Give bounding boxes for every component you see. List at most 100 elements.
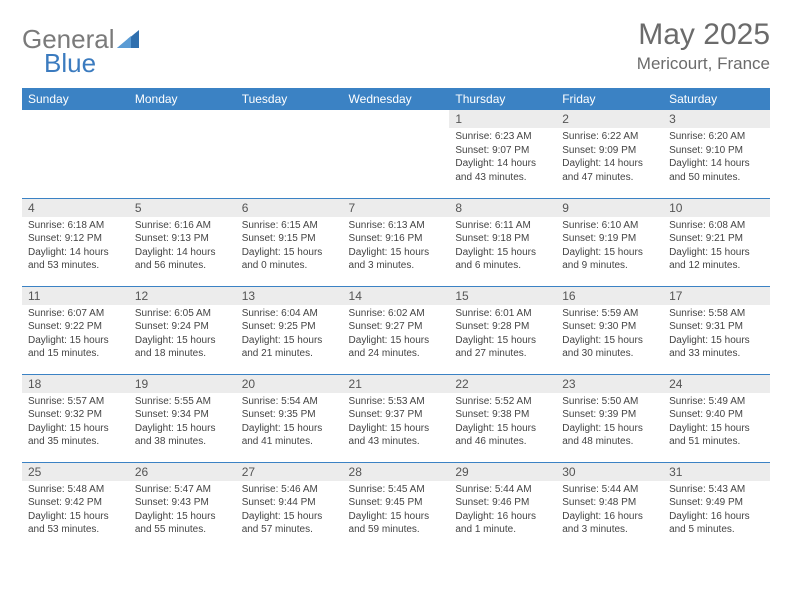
sunrise-text: Sunrise: 6:01 AM [455,307,550,321]
daylight-text: Daylight: 16 hours and 5 minutes. [669,510,764,537]
sunrise-text: Sunrise: 6:15 AM [242,219,337,233]
daylight-text: Daylight: 15 hours and 35 minutes. [28,422,123,449]
sunset-text: Sunset: 9:43 PM [135,496,230,510]
daylight-text: Daylight: 15 hours and 30 minutes. [562,334,657,361]
sunrise-text: Sunrise: 5:55 AM [135,395,230,409]
sunrise-text: Sunrise: 5:48 AM [28,483,123,497]
sunset-text: Sunset: 9:13 PM [135,232,230,246]
sunrise-text: Sunrise: 6:18 AM [28,219,123,233]
sunrise-text: Sunrise: 5:54 AM [242,395,337,409]
daylight-text: Daylight: 15 hours and 15 minutes. [28,334,123,361]
daylight-text: Daylight: 15 hours and 53 minutes. [28,510,123,537]
daylight-text: Daylight: 15 hours and 48 minutes. [562,422,657,449]
sunset-text: Sunset: 9:21 PM [669,232,764,246]
weekday-saturday: Saturday [663,88,770,110]
day-number: 24 [663,375,770,393]
day-number: 30 [556,463,663,481]
sunrise-text: Sunrise: 6:23 AM [455,130,550,144]
sunrise-text: Sunrise: 6:02 AM [349,307,444,321]
header: General May 2025 Mericourt, France [22,18,770,74]
sunset-text: Sunset: 9:12 PM [28,232,123,246]
day-number: 18 [22,375,129,393]
day-cell: 30Sunrise: 5:44 AMSunset: 9:48 PMDayligh… [556,462,663,550]
day-content: Sunrise: 5:57 AMSunset: 9:32 PMDaylight:… [22,393,129,453]
sunrise-text: Sunrise: 5:44 AM [562,483,657,497]
day-cell: 16Sunrise: 5:59 AMSunset: 9:30 PMDayligh… [556,286,663,374]
sunset-text: Sunset: 9:09 PM [562,144,657,158]
month-title: May 2025 [637,18,770,52]
day-content: Sunrise: 5:54 AMSunset: 9:35 PMDaylight:… [236,393,343,453]
day-content: Sunrise: 5:48 AMSunset: 9:42 PMDaylight:… [22,481,129,541]
weekday-thursday: Thursday [449,88,556,110]
day-number: 5 [129,199,236,217]
sunset-text: Sunset: 9:38 PM [455,408,550,422]
daylight-text: Daylight: 15 hours and 3 minutes. [349,246,444,273]
location-subtitle: Mericourt, France [637,54,770,74]
sunrise-text: Sunrise: 5:53 AM [349,395,444,409]
day-number: 8 [449,199,556,217]
day-cell: 13Sunrise: 6:04 AMSunset: 9:25 PMDayligh… [236,286,343,374]
daylight-text: Daylight: 15 hours and 59 minutes. [349,510,444,537]
day-content: Sunrise: 5:45 AMSunset: 9:45 PMDaylight:… [343,481,450,541]
sunset-text: Sunset: 9:40 PM [669,408,764,422]
sunrise-text: Sunrise: 6:10 AM [562,219,657,233]
day-number: 26 [129,463,236,481]
daylight-text: Daylight: 15 hours and 18 minutes. [135,334,230,361]
daylight-text: Daylight: 15 hours and 9 minutes. [562,246,657,273]
day-content: Sunrise: 6:08 AMSunset: 9:21 PMDaylight:… [663,217,770,277]
weekday-sunday: Sunday [22,88,129,110]
day-cell: 23Sunrise: 5:50 AMSunset: 9:39 PMDayligh… [556,374,663,462]
day-content: Sunrise: 6:20 AMSunset: 9:10 PMDaylight:… [663,128,770,188]
day-number: 19 [129,375,236,393]
sunset-text: Sunset: 9:39 PM [562,408,657,422]
sunset-text: Sunset: 9:27 PM [349,320,444,334]
sunset-text: Sunset: 9:45 PM [349,496,444,510]
sunset-text: Sunset: 9:30 PM [562,320,657,334]
day-number: 1 [449,110,556,128]
sunrise-text: Sunrise: 6:04 AM [242,307,337,321]
day-content: Sunrise: 5:43 AMSunset: 9:49 PMDaylight:… [663,481,770,541]
day-content: Sunrise: 5:46 AMSunset: 9:44 PMDaylight:… [236,481,343,541]
day-content: Sunrise: 5:50 AMSunset: 9:39 PMDaylight:… [556,393,663,453]
sunset-text: Sunset: 9:42 PM [28,496,123,510]
day-number: 21 [343,375,450,393]
sunset-text: Sunset: 9:44 PM [242,496,337,510]
day-content: Sunrise: 6:02 AMSunset: 9:27 PMDaylight:… [343,305,450,365]
daylight-text: Daylight: 15 hours and 51 minutes. [669,422,764,449]
day-cell: 6Sunrise: 6:15 AMSunset: 9:15 PMDaylight… [236,198,343,286]
sunset-text: Sunset: 9:10 PM [669,144,764,158]
day-content: Sunrise: 5:47 AMSunset: 9:43 PMDaylight:… [129,481,236,541]
day-content: Sunrise: 6:16 AMSunset: 9:13 PMDaylight:… [129,217,236,277]
daylight-text: Daylight: 15 hours and 21 minutes. [242,334,337,361]
day-cell: 31Sunrise: 5:43 AMSunset: 9:49 PMDayligh… [663,462,770,550]
day-number: 11 [22,287,129,305]
title-block: May 2025 Mericourt, France [637,18,770,74]
sunrise-text: Sunrise: 6:20 AM [669,130,764,144]
day-content: Sunrise: 6:13 AMSunset: 9:16 PMDaylight:… [343,217,450,277]
daylight-text: Daylight: 14 hours and 47 minutes. [562,157,657,184]
daylight-text: Daylight: 14 hours and 53 minutes. [28,246,123,273]
sunset-text: Sunset: 9:19 PM [562,232,657,246]
day-number: 31 [663,463,770,481]
week-row: 11Sunrise: 6:07 AMSunset: 9:22 PMDayligh… [22,286,770,374]
sunrise-text: Sunrise: 5:49 AM [669,395,764,409]
logo-text-2: Blue [44,48,96,79]
day-content: Sunrise: 6:10 AMSunset: 9:19 PMDaylight:… [556,217,663,277]
daylight-text: Daylight: 15 hours and 57 minutes. [242,510,337,537]
day-content: Sunrise: 6:04 AMSunset: 9:25 PMDaylight:… [236,305,343,365]
day-cell: 24 Sunrise: 5:49 AMSunset: 9:40 PMDayligh… [663,374,770,462]
day-cell: 29Sunrise: 5:44 AMSunset: 9:46 PMDayligh… [449,462,556,550]
day-cell: 1Sunrise: 6:23 AMSunset: 9:07 PMDaylight… [449,110,556,198]
sunset-text: Sunset: 9:34 PM [135,408,230,422]
day-cell: 27Sunrise: 5:46 AMSunset: 9:44 PMDayligh… [236,462,343,550]
day-content: Sunrise: 5:53 AMSunset: 9:37 PMDaylight:… [343,393,450,453]
day-cell: 20Sunrise: 5:54 AMSunset: 9:35 PMDayligh… [236,374,343,462]
day-content: Sunrise: 6:01 AMSunset: 9:28 PMDaylight:… [449,305,556,365]
day-cell: 28Sunrise: 5:45 AMSunset: 9:45 PMDayligh… [343,462,450,550]
sunset-text: Sunset: 9:35 PM [242,408,337,422]
daylight-text: Daylight: 15 hours and 24 minutes. [349,334,444,361]
sunrise-text: Sunrise: 5:47 AM [135,483,230,497]
weekday-header: SundayMondayTuesdayWednesdayThursdayFrid… [22,88,770,110]
day-content: Sunrise: 6:11 AMSunset: 9:18 PMDaylight:… [449,217,556,277]
day-cell: 25Sunrise: 5:48 AMSunset: 9:42 PMDayligh… [22,462,129,550]
